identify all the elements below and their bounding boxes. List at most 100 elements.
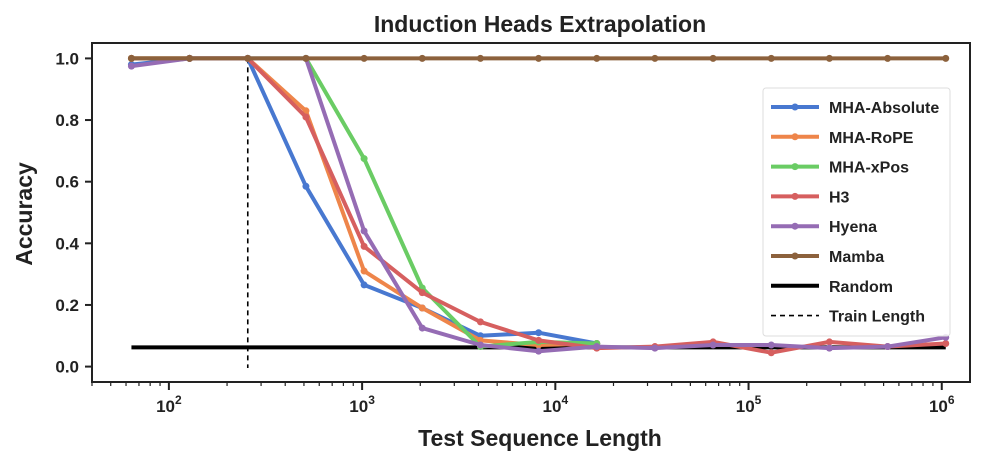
- x-tick-base: 10: [543, 397, 562, 416]
- x-tick-base: 10: [349, 397, 368, 416]
- data-point: [476, 341, 484, 349]
- y-tick-label: 0.8: [55, 111, 79, 130]
- data-point: [767, 349, 775, 357]
- data-point: [942, 54, 950, 62]
- x-tick-exponent: 3: [368, 393, 375, 407]
- data-point: [418, 324, 426, 332]
- data-point: [535, 54, 543, 62]
- legend-label: MHA-xPos: [829, 160, 909, 177]
- legend-box: [762, 87, 951, 337]
- series-mamba: [127, 54, 950, 62]
- x-tick-label: 102: [156, 393, 182, 416]
- x-tick-exponent: 5: [755, 393, 762, 407]
- y-tick-label: 1.0: [55, 49, 79, 68]
- series-line: [129, 56, 599, 349]
- legend-label: Train Length: [829, 309, 925, 326]
- legend-label: MHA-RoPE: [829, 130, 914, 147]
- y-axis: 0.0 0.2 0.4 0.6 0.8 1.0: [55, 49, 92, 377]
- legend-marker: [791, 133, 799, 141]
- data-point: [418, 304, 426, 312]
- data-point: [767, 341, 775, 349]
- legend-item: MHA-Absolute: [771, 100, 939, 117]
- x-tick-base: 10: [156, 397, 175, 416]
- y-tick-label: 0.6: [55, 173, 79, 192]
- legend-marker: [791, 103, 799, 111]
- y-tick-label: 0.0: [55, 358, 79, 377]
- series-mha-xpos: [127, 54, 601, 351]
- legend-item: Hyena: [771, 219, 877, 236]
- chart-title: Induction Heads Extrapolation: [374, 11, 706, 37]
- data-point: [418, 289, 426, 297]
- series-line: [129, 56, 599, 346]
- y-tick-label: 0.4: [55, 234, 79, 253]
- legend-item: MHA-RoPE: [771, 130, 914, 147]
- data-point: [476, 54, 484, 62]
- data-point: [651, 344, 659, 352]
- x-tick-base: 10: [736, 397, 755, 416]
- data-point: [825, 54, 833, 62]
- x-tick-exponent: 6: [948, 393, 955, 407]
- data-point: [360, 54, 368, 62]
- data-point: [942, 339, 950, 347]
- data-point: [825, 338, 833, 346]
- data-point: [127, 54, 135, 62]
- x-tick-base: 10: [929, 397, 948, 416]
- data-point: [476, 318, 484, 326]
- data-point: [767, 54, 775, 62]
- data-point: [302, 113, 310, 121]
- data-point: [360, 242, 368, 250]
- data-point: [593, 54, 601, 62]
- series-layer: [127, 54, 950, 357]
- data-point: [418, 54, 426, 62]
- data-point: [127, 62, 135, 70]
- x-axis-label: Test Sequence Length: [418, 425, 662, 451]
- series-mha-absolute: [127, 54, 601, 347]
- plot-area: [91, 42, 971, 383]
- legend-label: Mamba: [829, 249, 884, 266]
- x-tick-label: 104: [543, 393, 569, 416]
- series-mha-rope: [127, 54, 601, 349]
- data-point: [593, 343, 601, 351]
- legend-marker: [791, 222, 799, 230]
- series-line: [129, 56, 599, 347]
- data-point: [535, 336, 543, 344]
- x-tick-exponent: 4: [561, 393, 568, 407]
- data-point: [360, 267, 368, 275]
- legend-label: H3: [829, 189, 850, 206]
- x-tick-label: 103: [349, 393, 375, 416]
- data-point: [884, 343, 892, 351]
- data-point: [535, 329, 543, 337]
- data-point: [302, 54, 310, 62]
- data-point: [825, 344, 833, 352]
- legend-item: Train Length: [771, 309, 925, 326]
- data-point: [709, 341, 717, 349]
- x-tick-exponent: 2: [175, 393, 182, 407]
- legend: MHA-Absolute MHA-RoPE MHA-xPos H3 Hyena Mamba…: [762, 87, 951, 337]
- data-point: [709, 54, 717, 62]
- legend-marker: [791, 192, 799, 200]
- legend-marker: [791, 163, 799, 171]
- legend-item: Random: [771, 279, 893, 296]
- data-point: [302, 182, 310, 190]
- data-point: [186, 54, 194, 62]
- legend-label: MHA-Absolute: [829, 100, 939, 117]
- legend-label: Hyena: [829, 219, 877, 236]
- x-tick-label: 105: [736, 393, 762, 416]
- legend-label: Random: [829, 279, 893, 296]
- data-point: [360, 155, 368, 163]
- y-tick-label: 0.2: [55, 296, 79, 315]
- legend-item: Mamba: [771, 249, 884, 266]
- data-point: [360, 227, 368, 235]
- data-point: [535, 347, 543, 355]
- x-axis: 102 103 104 105 106: [91, 382, 955, 416]
- data-point: [651, 54, 659, 62]
- x-tick-label: 106: [929, 393, 955, 416]
- data-point: [360, 281, 368, 289]
- data-point: [884, 54, 892, 62]
- legend-item: MHA-xPos: [771, 160, 909, 177]
- y-axis-label: Accuracy: [11, 162, 37, 266]
- legend-item: H3: [771, 189, 850, 206]
- data-point: [244, 54, 252, 62]
- legend-marker: [791, 252, 799, 260]
